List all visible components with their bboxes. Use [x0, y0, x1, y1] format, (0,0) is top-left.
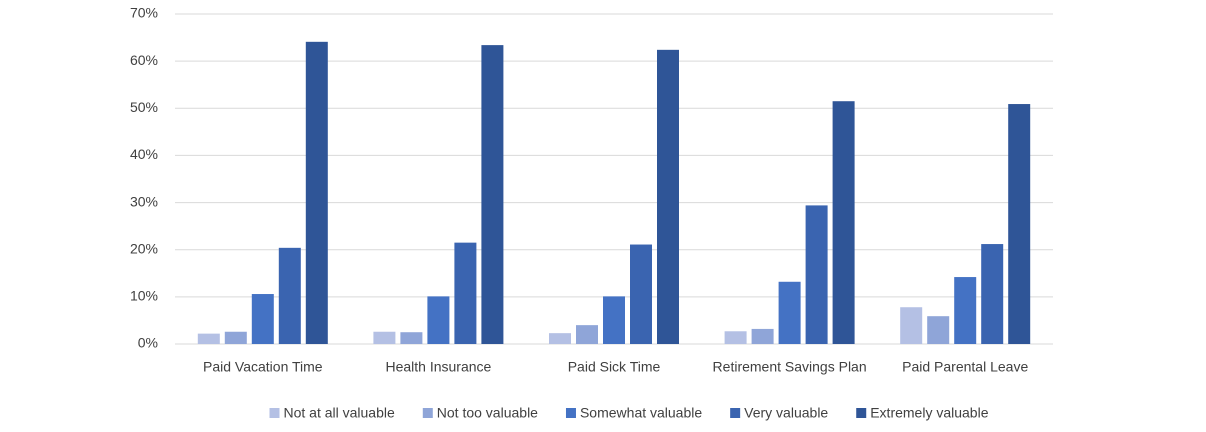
bar: [278, 247, 301, 344]
bar: [481, 45, 504, 344]
bar: [927, 316, 950, 344]
legend-swatch: [730, 408, 741, 418]
bar: [900, 307, 923, 344]
bar: [603, 296, 625, 344]
y-tick-label: 70%: [130, 5, 158, 21]
x-tick-label: Paid Vacation Time: [203, 359, 323, 375]
bar: [832, 101, 855, 344]
bar: [224, 331, 247, 344]
x-tick-label: Health Insurance: [385, 359, 491, 375]
bar: [724, 331, 747, 344]
bar: [805, 205, 828, 344]
x-tick-label: Paid Sick Time: [568, 359, 661, 375]
bar: [981, 244, 1004, 344]
bar: [954, 277, 977, 344]
bar: [576, 325, 598, 344]
y-tick-label: 30%: [130, 193, 158, 209]
bar: [251, 294, 274, 344]
legend-label: Not too valuable: [437, 405, 538, 421]
y-tick-label: 60%: [130, 52, 158, 68]
legend-swatch: [565, 408, 576, 418]
legend-label: Very valuable: [744, 405, 828, 421]
legend-swatch: [856, 408, 867, 418]
bar: [549, 333, 571, 344]
bar: [197, 333, 220, 344]
legend-swatch: [422, 408, 433, 418]
legend-label: Not at all valuable: [283, 405, 395, 421]
x-tick-label: Paid Parental Leave: [902, 359, 1028, 375]
bar: [400, 332, 423, 344]
bar: [751, 328, 774, 344]
legend-swatch: [269, 408, 280, 418]
bar: [373, 331, 396, 344]
y-tick-label: 40%: [130, 146, 158, 162]
legend-label: Somewhat valuable: [580, 405, 702, 421]
y-tick-label: 50%: [130, 99, 158, 115]
bar: [1008, 104, 1031, 345]
y-tick-label: 0%: [138, 335, 158, 351]
bar: [427, 296, 450, 344]
y-tick-label: 10%: [130, 288, 158, 304]
bar: [657, 49, 679, 344]
bar: [454, 242, 477, 344]
bar: [778, 281, 801, 344]
bar: [630, 244, 652, 344]
legend-label: Extremely valuable: [870, 405, 988, 421]
x-tick-label: Retirement Savings Plan: [713, 359, 867, 375]
bar: [305, 41, 328, 345]
y-tick-label: 20%: [130, 240, 158, 256]
